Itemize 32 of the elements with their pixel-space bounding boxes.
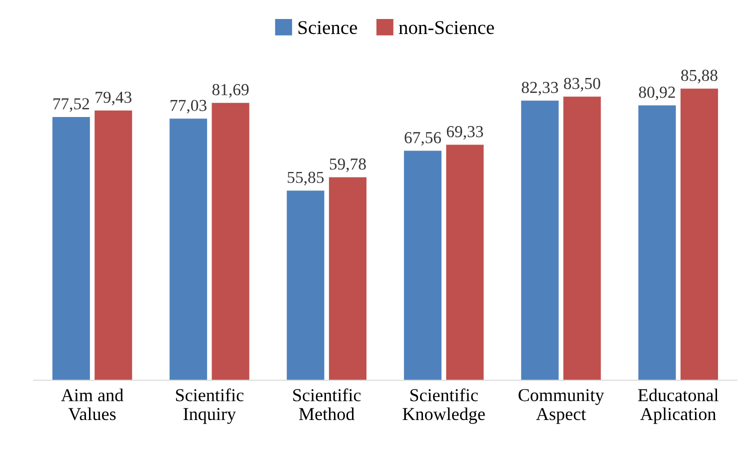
bar — [286, 190, 324, 380]
data-label: 81,69 — [212, 84, 249, 98]
bar — [170, 118, 208, 380]
data-label: 80,92 — [638, 86, 675, 100]
data-label: 55,85 — [288, 172, 324, 186]
x-tick-label: Scientific Inquiry — [176, 388, 244, 424]
bar — [446, 144, 484, 380]
x-tick-label: Scientific Method — [293, 388, 361, 420]
data-label: 59,78 — [330, 158, 366, 172]
bar — [52, 116, 90, 380]
legend-label: non-Science — [398, 21, 494, 34]
data-label: 82,33 — [522, 82, 558, 96]
bar — [94, 110, 132, 380]
data-label: 77,52 — [54, 98, 89, 112]
data-label: 77,03 — [170, 100, 206, 114]
bar — [680, 88, 718, 380]
bar — [212, 102, 250, 380]
data-label: 69,33 — [446, 126, 484, 140]
data-label: 79,43 — [96, 92, 132, 106]
x-tick-label: Community Aspect — [518, 389, 604, 424]
bar — [404, 150, 442, 380]
x-tick-label: Aim and Values — [61, 388, 124, 420]
data-label: 83,50 — [564, 78, 600, 92]
bar — [521, 100, 559, 380]
x-tick-label: Educatonal Aplication — [638, 388, 718, 424]
data-label: 67,56 — [404, 132, 441, 146]
bar — [563, 96, 601, 380]
x-tick-label: Scientific Knowledge — [402, 388, 485, 424]
bar — [638, 105, 676, 380]
data-label: 85,88 — [681, 70, 718, 84]
legend-label: Science — [298, 21, 357, 34]
bar — [328, 177, 366, 380]
